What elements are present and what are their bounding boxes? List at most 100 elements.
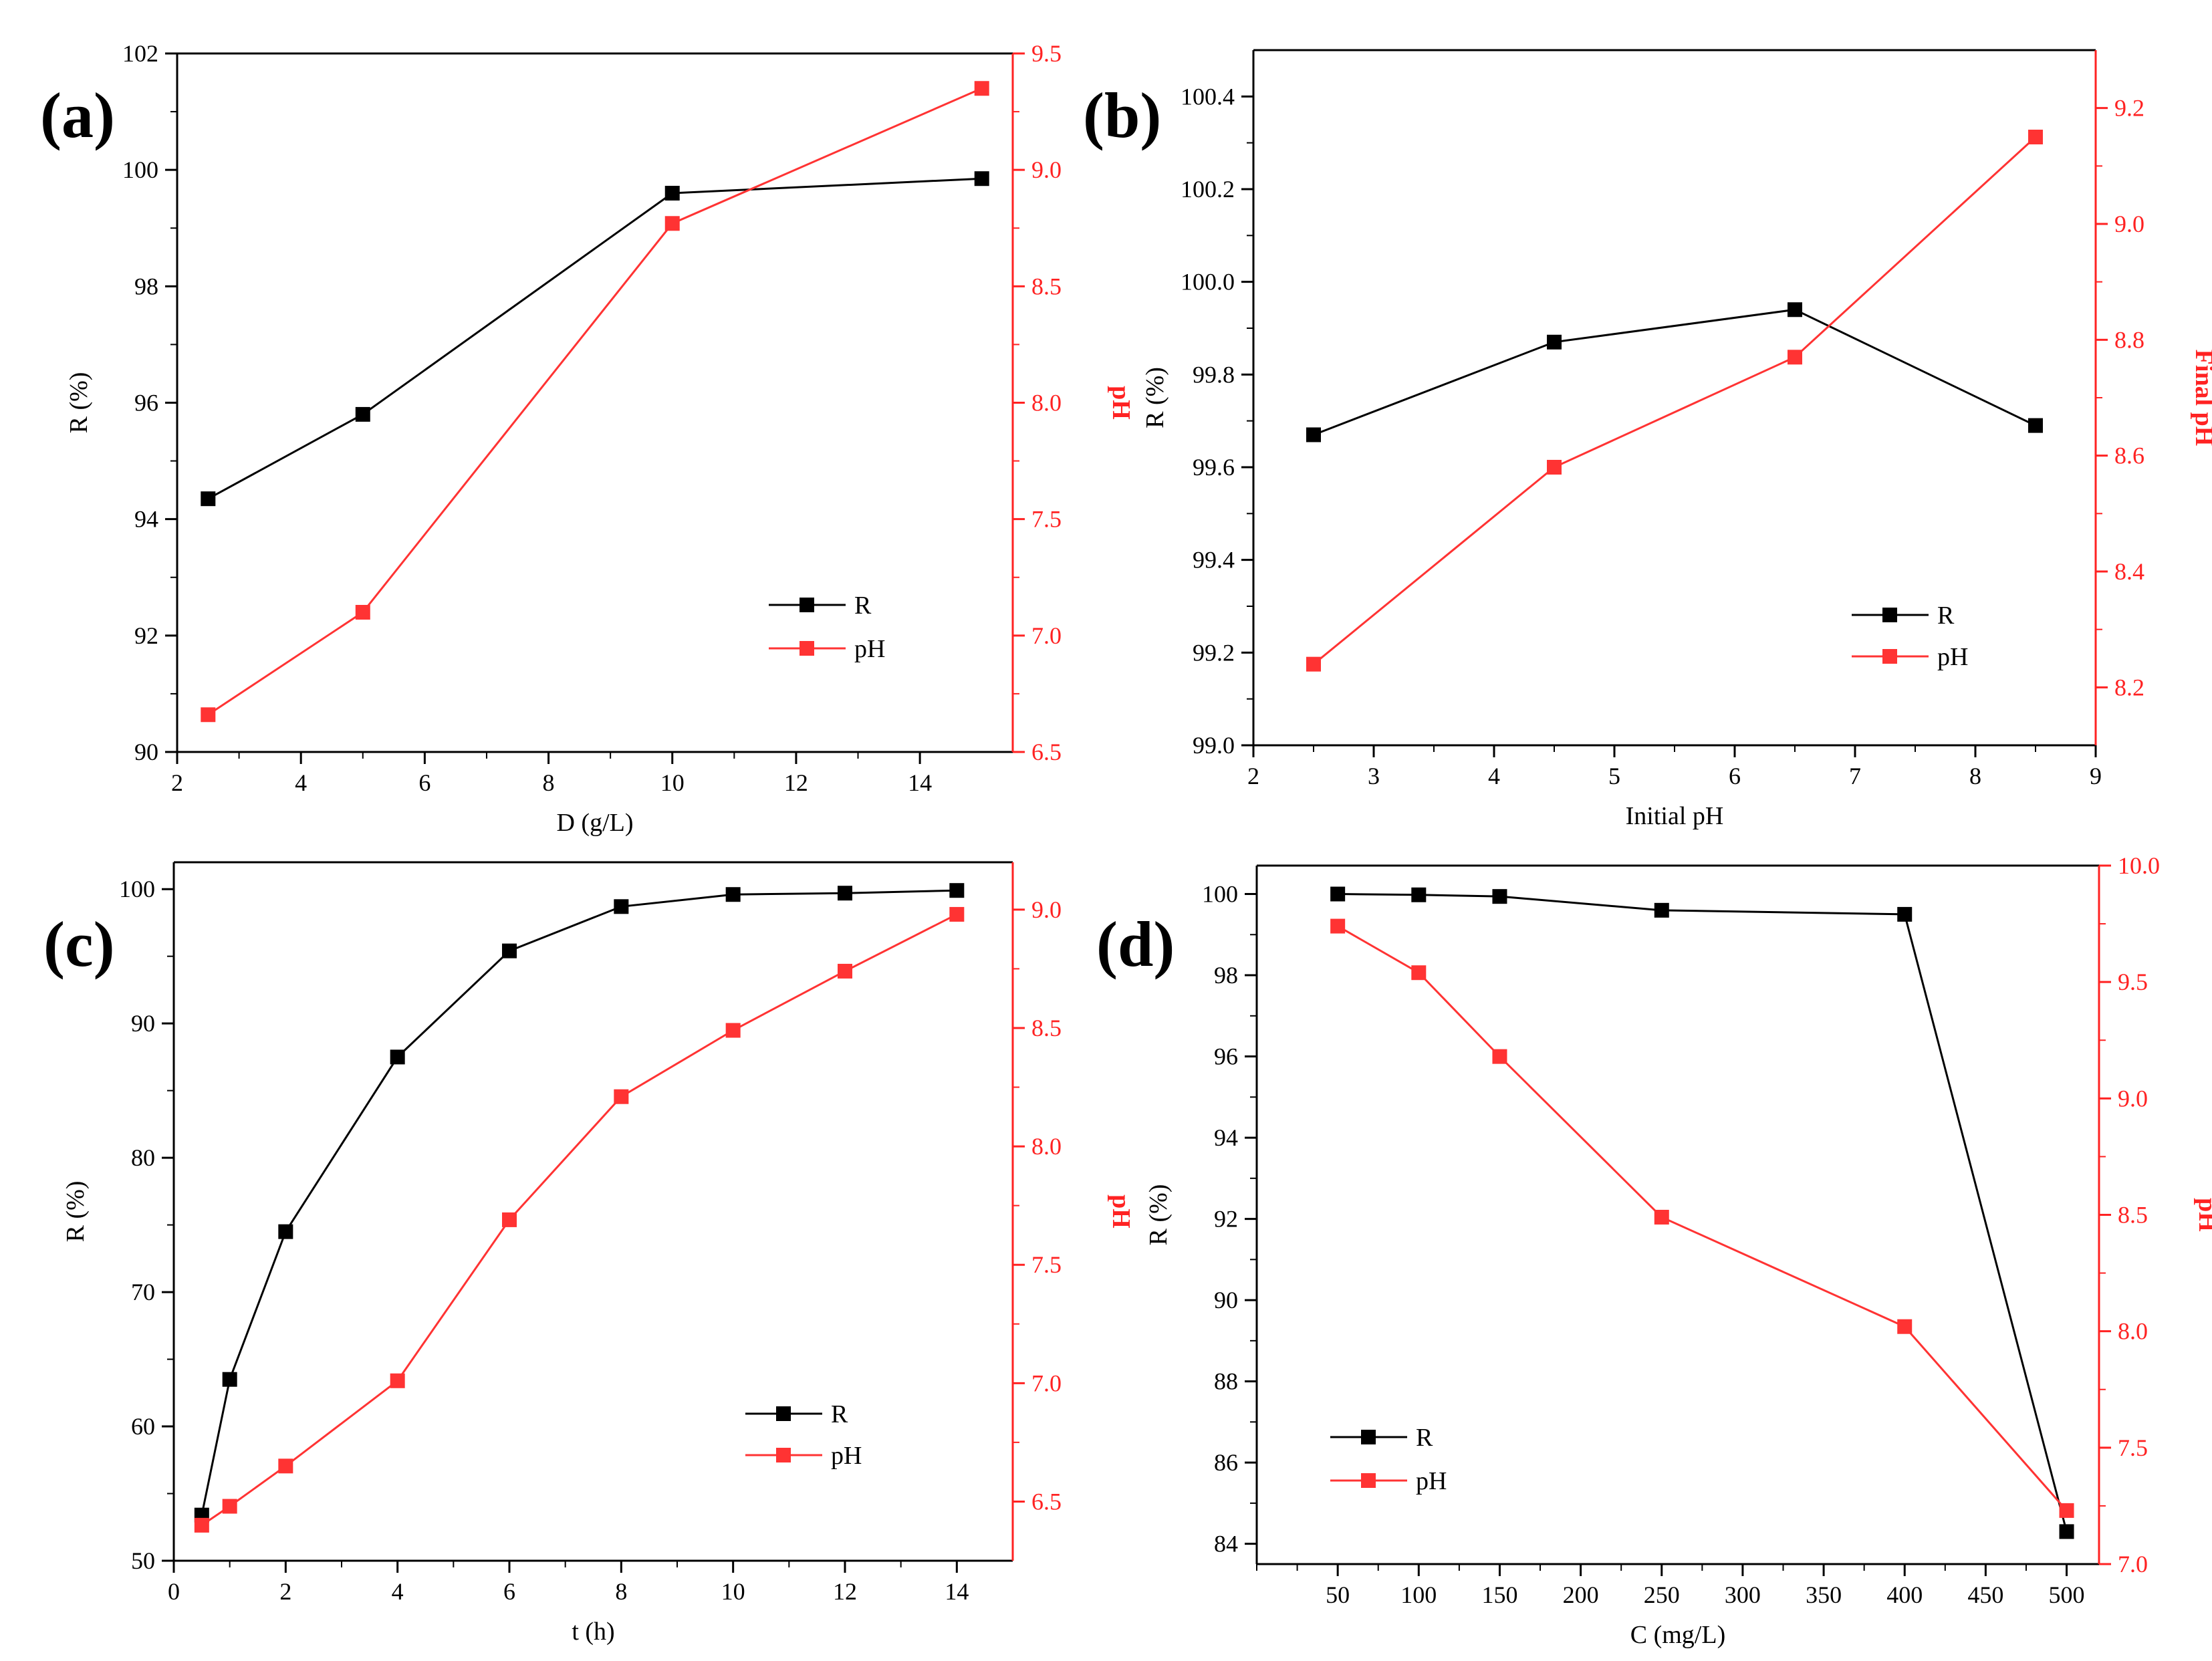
data-point-r (1788, 302, 1802, 317)
data-point-r (390, 1049, 405, 1065)
data-point-r (838, 886, 852, 901)
y-tick-label: 80 (131, 1144, 155, 1171)
x-tick-label: 250 (1644, 1581, 1680, 1608)
legend-label: R (831, 1400, 848, 1428)
data-point-ph (390, 1373, 405, 1388)
data-point-ph (725, 1023, 741, 1038)
x-tick-label: 9 (2090, 763, 2102, 789)
y-axis-label: R (%) (62, 1181, 90, 1243)
y2-tick-label: 8.5 (2118, 1202, 2148, 1229)
data-point-r (278, 1224, 293, 1239)
y2-tick-label: 9.5 (2118, 969, 2148, 995)
x-tick-label: 5 (1608, 763, 1620, 789)
y2-tick-label: 7.5 (1031, 1251, 1062, 1278)
data-point-ph (1306, 656, 1321, 672)
legend-label: pH (1937, 643, 1968, 671)
legend-marker (800, 598, 814, 612)
y2-tick-label: 8.0 (1031, 1133, 1062, 1160)
legend-label: R (1416, 1424, 1433, 1452)
y2-tick-label: 9.2 (2114, 95, 2144, 122)
x-tick-label: 200 (1563, 1581, 1599, 1608)
data-point-ph (1492, 1049, 1507, 1064)
legend-label: pH (854, 635, 885, 663)
y2-tick-label: 8.5 (1031, 1015, 1062, 1041)
panel-b: 2 3 4 5 6 7 8 9 99.0 99.2 99.4 99.6 99.8 100.0 100.2 10… (1083, 49, 2212, 830)
x-tick-label: 10 (721, 1578, 745, 1605)
y-tick-label: 70 (131, 1279, 155, 1305)
legend-marker (1882, 608, 1897, 622)
legend-marker (1361, 1430, 1376, 1444)
data-point-r (725, 887, 741, 902)
y2-tick-label: 8.6 (2114, 442, 2144, 469)
panel-c: 0 2 4 6 8 10 12 14 50 60 70 80 90 100 6.5 7.0 7.5 8.0 8.5 9… (43, 861, 1135, 1646)
data-point-ph (2028, 130, 2043, 144)
panel-label: (d) (1096, 908, 1175, 980)
y-tick-label: 100.4 (1181, 83, 1235, 110)
data-point-ph (2059, 1503, 2074, 1518)
y2-tick-label: 8.8 (2114, 326, 2144, 353)
series-line-r (1338, 893, 2068, 1532)
legend-marker (1361, 1473, 1376, 1488)
y2-tick-label: 9.0 (1031, 156, 1062, 183)
series-line-ph (201, 913, 958, 1527)
data-point-r (355, 406, 370, 422)
y2-tick-label: 7.0 (2118, 1551, 2148, 1577)
y-tick-label: 60 (131, 1413, 155, 1440)
data-point-ph (1897, 1319, 1913, 1334)
y2-tick-label: 10.0 (2118, 852, 2160, 879)
data-point-ph (1547, 460, 1562, 475)
legend-label: pH (1416, 1467, 1447, 1495)
series-line-r (1313, 308, 2036, 436)
x-tick-label: 8 (615, 1578, 627, 1605)
series-line-ph (1313, 136, 2037, 665)
legend-marker (800, 641, 814, 656)
y-tick-label: 90 (131, 1010, 155, 1037)
series-line-ph (207, 87, 983, 716)
y-tick-label: 86 (1214, 1449, 1238, 1476)
x-tick-label: 0 (168, 1578, 180, 1605)
y-tick-label: 99.0 (1193, 732, 1235, 759)
data-point-r (1547, 334, 1562, 350)
legend-label: pH (831, 1442, 862, 1470)
x-tick-label: 12 (833, 1578, 857, 1605)
legend-label: R (1937, 602, 1955, 630)
y-tick-label: 90 (134, 739, 158, 765)
data-point-r (201, 491, 216, 507)
y-tick-label: 90 (1214, 1287, 1238, 1313)
y2-axis-label: Final pH (2190, 350, 2212, 446)
x-tick-label: 150 (1481, 1581, 1517, 1608)
x-tick-label: 8 (1969, 763, 1981, 789)
panel-label: (a) (40, 80, 115, 151)
data-point-r (974, 171, 989, 186)
x-axis-label: t (h) (572, 1618, 614, 1646)
y2-tick-label: 7.5 (2118, 1434, 2148, 1461)
y2-tick-label: 8.0 (2118, 1318, 2148, 1345)
y-tick-label: 100.0 (1181, 269, 1235, 295)
data-point-ph (278, 1458, 293, 1474)
x-tick-label: 8 (543, 769, 555, 796)
y2-tick-label: 7.5 (1031, 506, 1062, 533)
y-tick-label: 100 (122, 156, 158, 183)
data-point-r (502, 943, 517, 959)
data-point-r (2028, 418, 2043, 433)
data-point-ph (974, 81, 989, 96)
x-tick-label: 12 (784, 769, 808, 796)
data-point-r (2059, 1524, 2074, 1539)
x-tick-label: 2 (279, 1578, 291, 1605)
panel-d: 50 100 150 200 250 300 350 400 450 500 84 86 88 90 92 9… (1096, 852, 2212, 1649)
y-tick-label: 50 (131, 1547, 155, 1574)
y2-axis-label: pH (1107, 386, 1135, 420)
y-tick-label: 99.2 (1193, 639, 1235, 666)
y-tick-label: 99.6 (1193, 454, 1235, 481)
y-tick-label: 100 (1202, 881, 1238, 908)
y2-tick-label: 8.0 (1031, 390, 1062, 416)
data-point-ph (949, 906, 965, 922)
data-point-r (1330, 886, 1346, 902)
y-tick-label: 84 (1214, 1531, 1238, 1557)
y2-tick-label: 7.0 (1031, 622, 1062, 649)
x-axis-label: Initial pH (1626, 802, 1724, 830)
data-point-ph (502, 1212, 517, 1227)
y-tick-label: 100.2 (1181, 176, 1235, 203)
legend-marker (776, 1406, 791, 1421)
